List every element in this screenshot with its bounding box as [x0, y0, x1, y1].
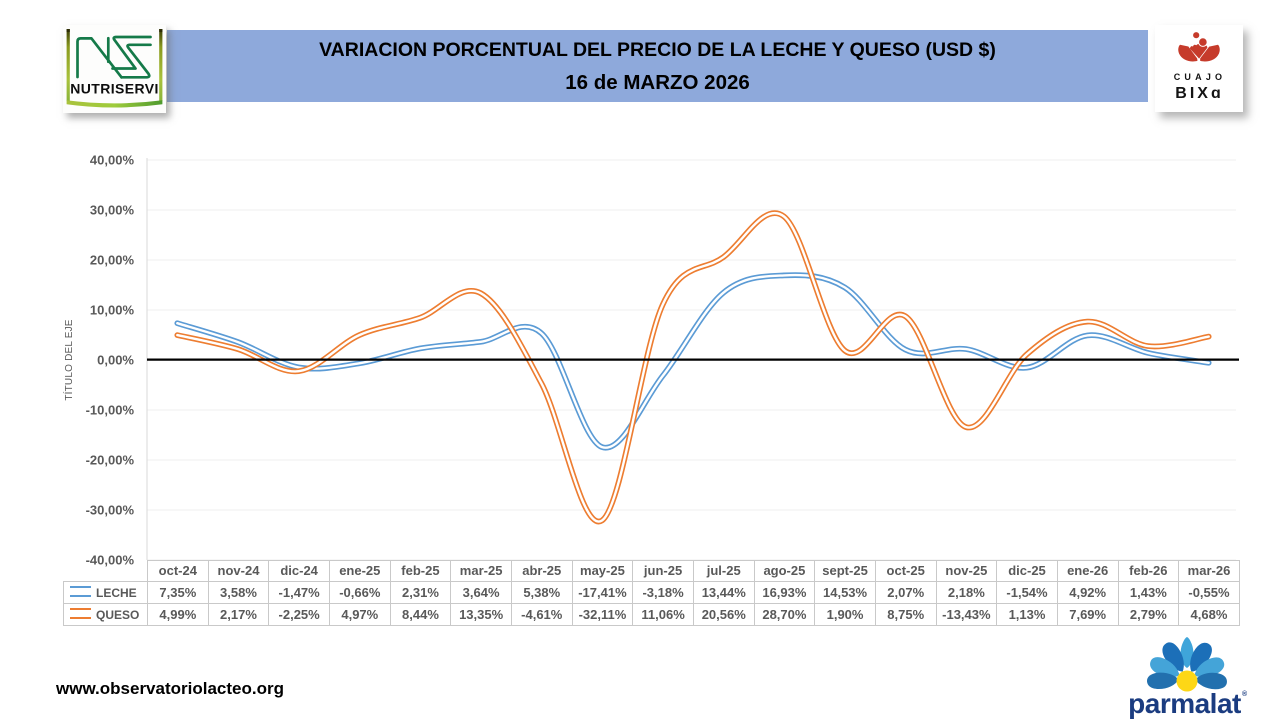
- svg-text:-20,00%: -20,00%: [86, 453, 135, 468]
- svg-text:40,00%: 40,00%: [90, 153, 135, 168]
- svg-text:-30,00%: -30,00%: [86, 503, 135, 518]
- svg-text:CUAJO: CUAJO: [1174, 72, 1227, 82]
- svg-text:-10,00%: -10,00%: [86, 403, 135, 418]
- svg-text:20,00%: 20,00%: [90, 253, 135, 268]
- svg-text:-40,00%: -40,00%: [86, 553, 135, 568]
- svg-text:30,00%: 30,00%: [90, 203, 135, 218]
- svg-text:TÍTULO DEL EJE: TÍTULO DEL EJE: [62, 319, 75, 400]
- svg-text:parmalat: parmalat: [1128, 688, 1241, 719]
- svg-text:BIXɑ: BIXɑ: [1175, 85, 1223, 102]
- svg-text:0,00%: 0,00%: [97, 353, 134, 368]
- svg-text:10,00%: 10,00%: [90, 303, 135, 318]
- svg-text:NUTRISERVI: NUTRISERVI: [70, 81, 159, 97]
- svg-text:®: ®: [1242, 690, 1248, 698]
